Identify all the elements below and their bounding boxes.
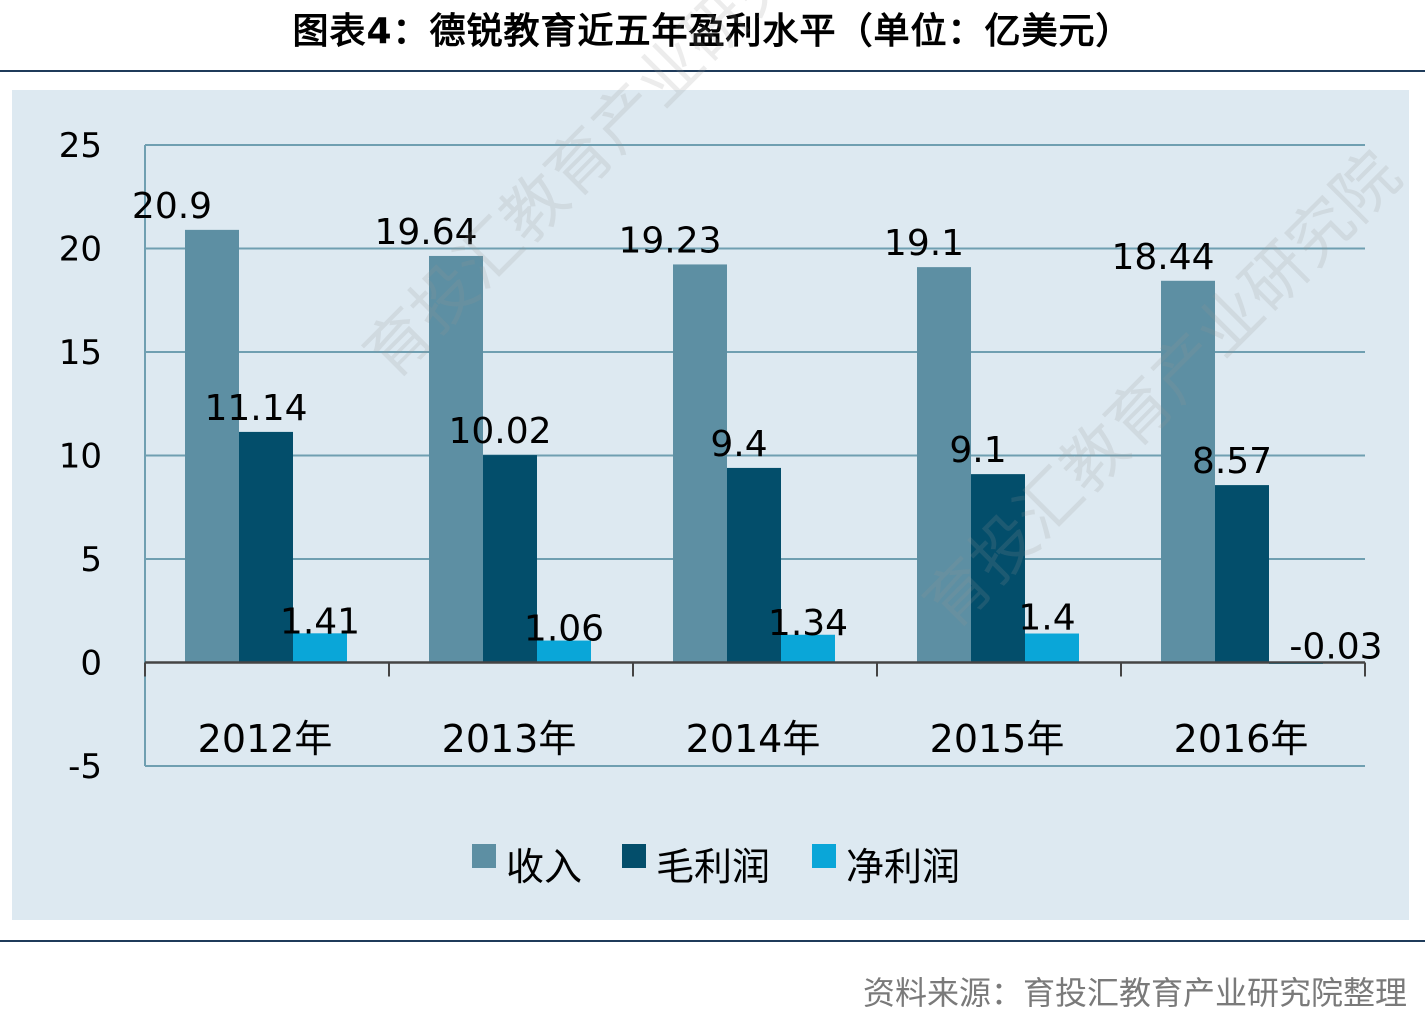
- category-label: 2014年: [686, 717, 821, 761]
- data-label: 8.57: [1192, 441, 1272, 482]
- bar: [1025, 633, 1079, 663]
- bar: [429, 255, 483, 663]
- y-tick-label: 0: [80, 644, 102, 684]
- y-tick-label: 15: [59, 333, 102, 373]
- bar: [917, 267, 971, 663]
- y-tick-label: -5: [68, 747, 102, 787]
- data-label: 19.1: [884, 223, 964, 264]
- data-label: 11.14: [204, 388, 307, 429]
- bar: [483, 455, 537, 663]
- title-rule: [0, 70, 1425, 72]
- y-tick-label: 5: [80, 540, 102, 580]
- bar: [781, 634, 835, 663]
- bar: [1215, 485, 1269, 663]
- bar: [1161, 280, 1215, 663]
- bar: [293, 633, 347, 663]
- category-label: 2012年: [198, 717, 333, 761]
- data-label: 20.9: [132, 186, 212, 227]
- bar: [727, 467, 781, 663]
- data-label: 1.41: [280, 601, 360, 642]
- y-tick-label: 20: [59, 230, 102, 270]
- y-tick-label: 10: [59, 437, 102, 477]
- legend-swatch: [812, 844, 836, 868]
- category-label: 2013年: [442, 717, 577, 761]
- data-label: 1.06: [524, 609, 604, 650]
- footer-rule: [0, 940, 1425, 942]
- bar: [971, 474, 1025, 663]
- legend-swatch: [622, 844, 646, 868]
- source-note: 资料来源：育投汇教育产业研究院整理: [862, 974, 1407, 1012]
- data-label: 9.1: [949, 430, 1006, 471]
- data-label: 19.64: [374, 212, 477, 253]
- data-label: -0.03: [1289, 627, 1382, 668]
- chart-title: 图表4：德锐教育近五年盈利水平（单位：亿美元）: [292, 11, 1133, 52]
- bar: [537, 640, 591, 663]
- bar: [673, 264, 727, 663]
- bar: [185, 229, 239, 663]
- data-label: 1.34: [768, 603, 848, 644]
- data-label: 18.44: [1111, 237, 1214, 278]
- data-label: 19.23: [618, 220, 721, 261]
- category-label: 2015年: [930, 717, 1065, 761]
- legend-label: 净利润: [846, 845, 960, 889]
- legend-swatch: [472, 844, 496, 868]
- data-label: 1.4: [1018, 598, 1075, 639]
- data-label: 10.02: [448, 411, 551, 452]
- bar: [239, 431, 293, 663]
- data-label: 9.4: [710, 424, 767, 465]
- category-label: 2016年: [1174, 717, 1309, 761]
- legend-label: 毛利润: [656, 845, 770, 889]
- y-tick-label: 25: [59, 126, 102, 166]
- legend-label: 收入: [506, 845, 582, 889]
